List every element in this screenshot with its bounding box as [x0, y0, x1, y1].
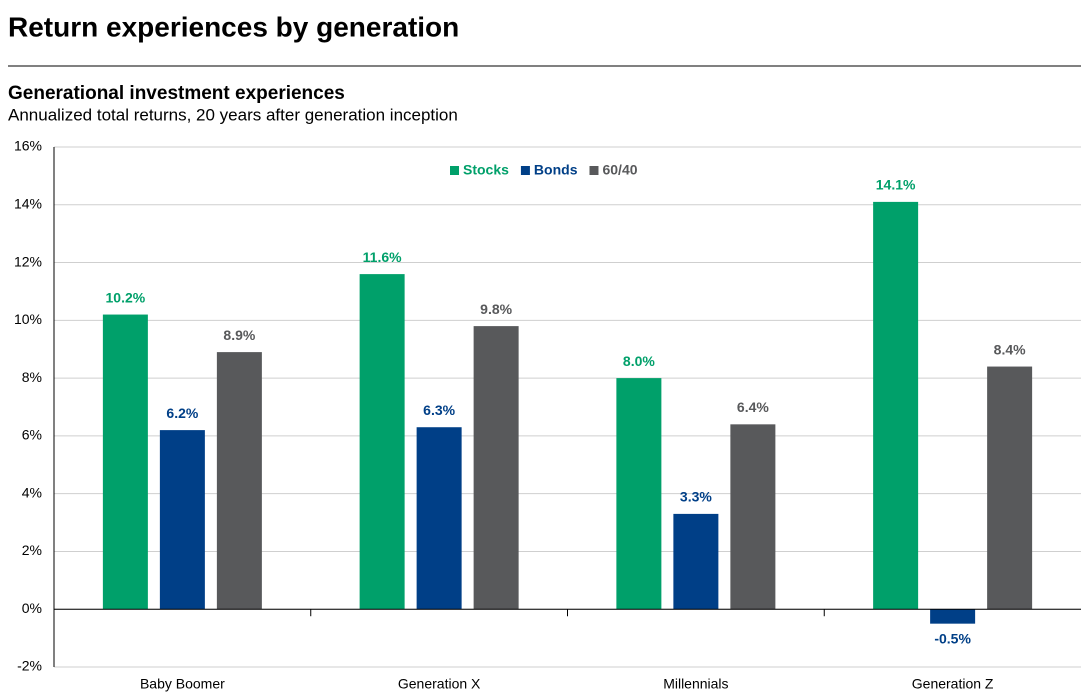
y-tick-label: 0%	[22, 600, 42, 616]
value-label: 14.1%	[876, 177, 916, 193]
value-label: 8.4%	[994, 341, 1026, 357]
value-label: 9.8%	[480, 301, 512, 317]
bar	[616, 378, 662, 610]
y-tick-label: 8%	[22, 369, 42, 385]
value-label: 10.2%	[106, 289, 146, 305]
chart-subtitle: Generational investment experiences	[8, 83, 345, 104]
value-label: 3.3%	[680, 489, 712, 505]
y-tick-label: 12%	[14, 253, 42, 269]
value-label: 6.4%	[737, 399, 769, 415]
bar	[930, 609, 976, 624]
bar	[730, 424, 776, 610]
bar	[987, 366, 1033, 610]
legend-label: Bonds	[534, 162, 578, 178]
chart-title: Return experiences by generation	[8, 11, 459, 42]
x-tick-label: Generation X	[398, 676, 481, 692]
y-tick-label: 10%	[14, 311, 42, 327]
bar	[102, 314, 148, 610]
bar	[873, 201, 919, 610]
y-tick-label: 6%	[22, 427, 42, 443]
x-tick-label: Generation Z	[912, 676, 994, 692]
x-tick-label: Millennials	[663, 676, 728, 692]
value-label: 8.9%	[223, 327, 255, 343]
y-tick-label: -2%	[17, 658, 42, 674]
x-tick-label: Baby Boomer	[140, 676, 225, 692]
bar	[359, 274, 405, 610]
value-label: 6.3%	[423, 402, 455, 418]
bar	[159, 430, 205, 610]
y-tick-label: 14%	[14, 195, 42, 211]
legend-swatch	[520, 166, 530, 175]
chart-description: Annualized total returns, 20 years after…	[8, 105, 458, 124]
y-tick-label: 2%	[22, 542, 42, 558]
legend-label: Stocks	[463, 162, 509, 178]
bar	[416, 427, 462, 610]
legend-swatch	[589, 166, 599, 175]
bar	[473, 326, 519, 610]
value-label: 6.2%	[166, 405, 198, 421]
bar	[216, 352, 262, 610]
value-label: 11.6%	[363, 249, 402, 265]
y-tick-label: 16%	[14, 138, 42, 154]
y-tick-label: 4%	[22, 484, 42, 500]
bar	[673, 513, 719, 610]
legend-label: 60/40	[602, 162, 637, 178]
value-label: -0.5%	[934, 630, 971, 646]
value-label: 8.0%	[623, 353, 655, 369]
legend-swatch	[450, 166, 459, 175]
